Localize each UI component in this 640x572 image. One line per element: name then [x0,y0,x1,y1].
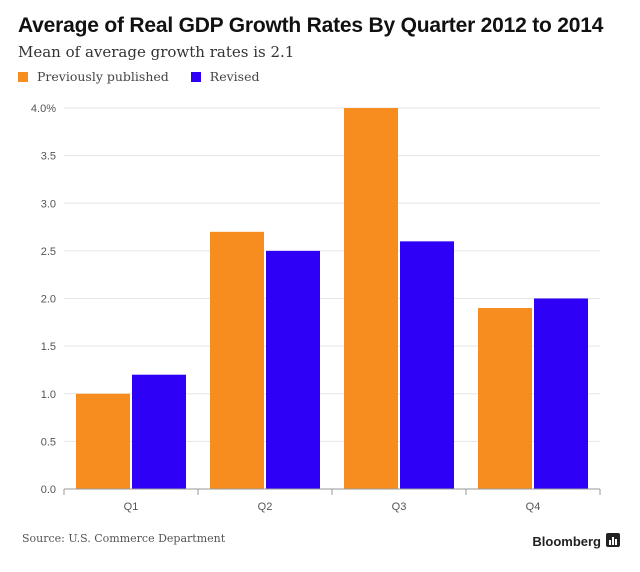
legend-swatch-previously-published [18,71,28,82]
chart-title: Average of Real GDP Growth Rates By Quar… [18,14,604,37]
chart-subtitle: Mean of average growth rates is 2.1 [18,43,295,61]
brand-name: Bloomberg [532,534,601,549]
y-tick-label: 0.5 [41,436,56,448]
bar-revised-q1 [132,374,186,489]
y-tick-label: 1.5 [41,341,56,353]
legend-label-revised: Revised [209,69,260,84]
bar-revised-q4 [534,298,588,489]
y-tick-label: 0.0 [41,484,56,496]
bar-previously-published-q2 [210,231,264,489]
brand-logo: Bloomberg [532,533,620,550]
legend-item-revised: Revised [190,69,260,84]
x-tick-label: Q2 [258,501,273,513]
bar-previously-published-q1 [76,393,130,489]
source-note: Source: U.S. Commerce Department [22,532,226,545]
legend-item-previously-published: Previously published [18,69,169,84]
legend: Previously published Revised [18,69,281,84]
y-tick-label: 4.0% [31,103,56,115]
bar-previously-published-q3 [344,108,398,489]
legend-label-previously-published: Previously published [37,69,169,84]
bar-previously-published-q4 [478,308,532,489]
x-tick-label: Q3 [392,501,407,513]
legend-swatch-revised [190,71,201,82]
y-tick-label: 2.0 [41,294,56,306]
x-tick-label: Q1 [124,501,139,513]
y-tick-label: 3.5 [41,151,56,163]
bar-revised-q2 [266,250,320,489]
bar-revised-q3 [400,241,454,489]
x-tick-label: Q4 [526,501,541,513]
y-tick-label: 1.0 [41,389,56,401]
bar-chart-icon [606,533,620,550]
y-tick-label: 3.0 [41,198,56,210]
y-tick-label: 2.5 [41,246,56,258]
